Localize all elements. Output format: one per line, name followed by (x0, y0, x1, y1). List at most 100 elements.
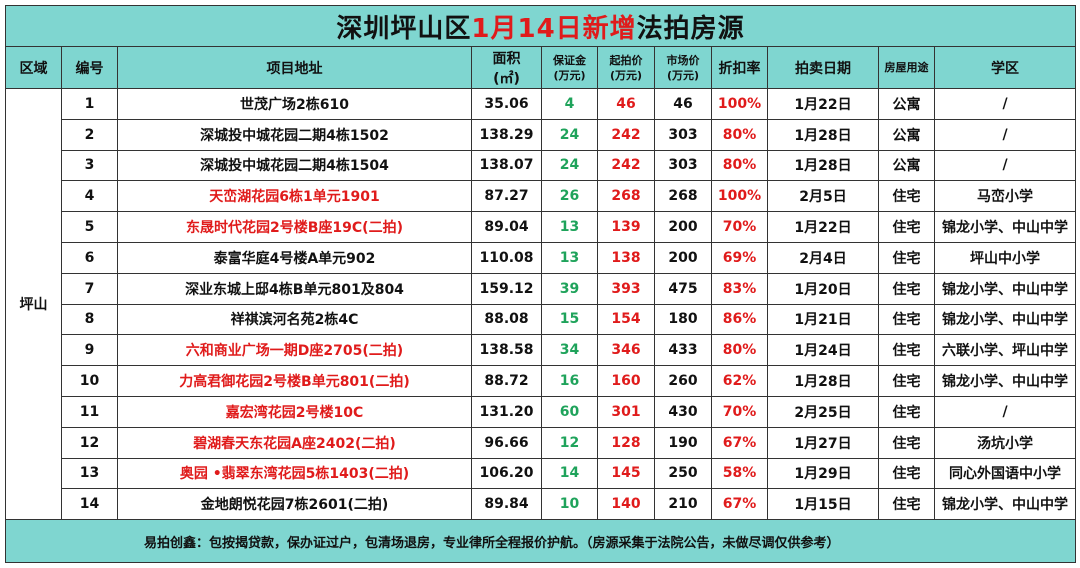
deposit-cell: 13 (541, 211, 598, 243)
listing-table: 深圳坪山区1月14日新增法拍房源 区域 编号 项目地址 面积 (㎡) 保证金 (万元… (4, 5, 1077, 564)
start-price-cell: 46 (597, 88, 655, 120)
start-price-cell: 128 (597, 426, 655, 459)
auction-date-cell: 1月22日 (767, 211, 879, 243)
table-row: 2 深城投中城花园二期4栋1502 138.29 24 242 303 80% 1月28日 公寓… (6, 118, 1077, 151)
discount-cell: 83% (711, 272, 768, 305)
header-start-price-label: 起拍价 (609, 53, 643, 67)
table-row: 5 东晟时代花园2号楼B座19C(二拍) 89.04 13 139 200 70% 1月22日… (6, 211, 1077, 243)
table-row: 14 金地朗悦花园7栋2601(二拍) 89.84 10 140 210 67% 1月15日住… (6, 488, 1077, 521)
address-cell: 六和商业广场一期D座2705(二拍) (117, 334, 472, 367)
usage-cell: 住宅 (878, 272, 935, 305)
start-price-cell: 346 (597, 334, 655, 367)
table-row: 6 泰富华庭4号楼A单元902 110.08 13 138 200 69% 2月4日 住宅 坪山中… (6, 241, 1077, 274)
usage-cell: 住宅 (878, 426, 935, 459)
usage-cell: 住宅 (878, 334, 935, 367)
discount-cell: 86% (711, 303, 768, 336)
usage-cell: 住宅 (878, 180, 935, 213)
header-market-price-label: 市场价 (666, 53, 700, 67)
usage-cell: 公寓 (878, 88, 935, 120)
table-row: 8 祥祺滨河名苑2栋4C 88.08 15 154 180 86% 1月21日 住宅 锦龙小学、中… (6, 303, 1077, 336)
deposit-cell: 24 (541, 149, 598, 182)
auction-date-cell: 1月22日 (767, 88, 879, 120)
header-deposit: 保证金 (万元) (541, 46, 598, 89)
market-price-cell: 200 (654, 211, 712, 243)
market-price-cell: 210 (654, 488, 712, 521)
auction-date-cell: 2月25日 (767, 395, 879, 428)
market-price-cell: 46 (654, 88, 712, 120)
address-cell: 深业东城上邸4栋B单元801及804 (117, 272, 472, 305)
header-market-price: 市场价 (万元) (654, 46, 712, 89)
no-cell: 10 (61, 365, 118, 397)
page-title: 深圳坪山区1月14日新增法拍房源 (4, 5, 1077, 47)
address-cell: 东晟时代花园2号楼B座19C(二拍) (117, 211, 472, 243)
area-cell: 35.06 (471, 88, 542, 120)
header-start-price-unit: (万元) (609, 68, 643, 82)
discount-cell: 100% (711, 88, 768, 120)
usage-cell: 公寓 (878, 118, 935, 151)
market-price-cell: 303 (654, 118, 712, 151)
no-cell: 6 (61, 241, 118, 274)
auction-date-cell: 1月29日 (767, 457, 879, 490)
area-cell: 138.07 (471, 149, 542, 182)
discount-cell: 100% (711, 180, 768, 213)
start-price-cell: 301 (597, 395, 655, 428)
deposit-cell: 60 (541, 395, 598, 428)
discount-cell: 80% (711, 334, 768, 367)
discount-cell: 80% (711, 118, 768, 151)
school-cell: 汤坑小学 (933, 426, 1077, 459)
discount-cell: 70% (711, 395, 768, 428)
header-discount: 折扣率 (711, 46, 768, 89)
deposit-cell: 14 (541, 457, 598, 490)
no-cell: 9 (61, 334, 118, 367)
area-cell: 131.20 (471, 395, 542, 428)
address-cell: 深城投中城花园二期4栋1504 (117, 149, 472, 182)
no-cell: 14 (61, 488, 118, 521)
start-price-cell: 242 (597, 118, 655, 151)
header-row: 区域 编号 项目地址 面积 (㎡) 保证金 (万元) 起拍价 (万元) 市场价 (万元)… (5, 46, 1077, 89)
table-row: 10 力高君御花园2号楼B单元801(二拍) 88.72 16 160 260 62% 1月2… (6, 365, 1077, 397)
usage-cell: 公寓 (878, 149, 935, 182)
usage-cell: 住宅 (878, 241, 935, 274)
no-cell: 5 (61, 211, 118, 243)
deposit-cell: 16 (541, 365, 598, 397)
header-deposit-label: 保证金 (553, 53, 586, 67)
school-cell: / (933, 118, 1077, 151)
table-row: 坪山 1 世茂广场2栋610 35.06 4 46 46 100% 1月22日 公寓 / (5, 87, 1077, 521)
area-cell: 88.08 (471, 303, 542, 336)
address-cell: 奥园 •翡翠东湾花园5栋1403(二拍) (117, 457, 472, 490)
deposit-cell: 4 (541, 88, 598, 120)
school-cell: 马峦小学 (933, 180, 1077, 213)
title-highlight: 1月14日新增 (471, 13, 637, 44)
deposit-cell: 39 (541, 272, 598, 305)
auction-date-cell: 1月27日 (767, 426, 879, 459)
no-cell: 1 (61, 88, 118, 120)
deposit-cell: 12 (541, 426, 598, 459)
header-area-unit: (㎡) (493, 70, 520, 87)
address-cell: 泰富华庭4号楼A单元902 (117, 241, 472, 274)
deposit-cell: 10 (541, 488, 598, 521)
auction-date-cell: 1月15日 (767, 488, 879, 521)
start-price-cell: 138 (597, 241, 655, 274)
discount-cell: 58% (711, 457, 768, 490)
market-price-cell: 433 (654, 334, 712, 367)
start-price-cell: 242 (597, 149, 655, 182)
address-cell: 世茂广场2栋610 (117, 88, 472, 120)
start-price-cell: 154 (597, 303, 655, 336)
header-address: 项目地址 (117, 46, 472, 89)
deposit-cell: 26 (541, 180, 598, 213)
title-row: 深圳坪山区1月14日新增法拍房源 (4, 5, 1077, 47)
deposit-cell: 15 (541, 303, 598, 336)
area-cell: 88.72 (471, 365, 542, 397)
school-cell: 锦龙小学、中山中学 (933, 303, 1077, 336)
address-cell: 深城投中城花园二期4栋1502 (117, 118, 472, 151)
address-cell: 力高君御花园2号楼B单元801(二拍) (117, 365, 472, 397)
auction-date-cell: 1月28日 (767, 118, 879, 151)
school-cell: / (933, 395, 1077, 428)
area-cell: 138.58 (471, 334, 542, 367)
start-price-cell: 140 (597, 488, 655, 521)
start-price-cell: 139 (597, 211, 655, 243)
usage-cell: 住宅 (878, 365, 935, 397)
address-cell: 金地朗悦花园7栋2601(二拍) (117, 488, 472, 521)
auction-date-cell: 1月20日 (767, 272, 879, 305)
header-market-price-unit: (万元) (666, 68, 700, 82)
